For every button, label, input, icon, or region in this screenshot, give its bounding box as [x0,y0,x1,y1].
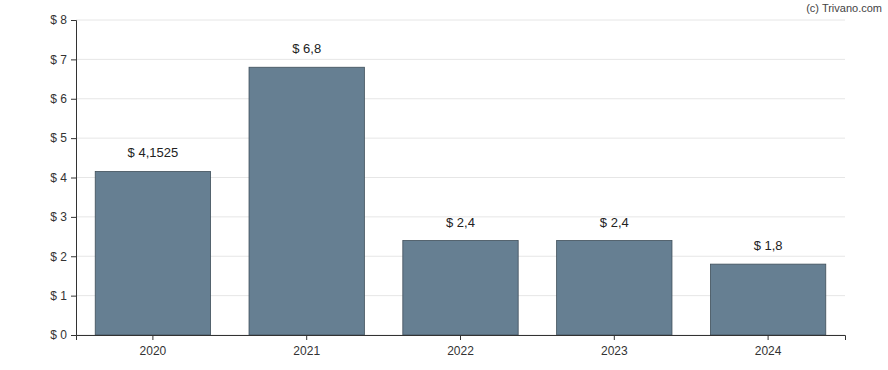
grid-line [76,59,845,60]
x-tick-label: 2021 [293,344,320,358]
y-tick: $ 0 [50,328,76,342]
x-tick-mark [460,335,461,340]
y-tick-label: $ 6 [50,92,67,106]
chart: $ 0$ 1$ 2$ 3$ 4$ 5$ 6$ 7$ 82020202120222… [0,0,888,370]
annotation: (c) Trivano.com [806,2,882,14]
y-tick-mark [71,138,76,139]
y-tick-mark [71,178,76,179]
x-tick-mark [614,335,615,340]
y-tick-mark [71,296,76,297]
bars [95,67,826,335]
y-tick-label: $ 7 [50,53,67,67]
y-tick-label: $ 2 [50,250,67,264]
x-tick: 2020 [140,335,167,358]
x-tick: 2022 [447,335,474,358]
y-tick-mark [71,256,76,257]
x-tick-label: 2024 [755,344,782,358]
y-tick-label: $ 5 [50,131,67,145]
data-labels: $ 4,1525 $ 6,8 $ 2,4 $ 2,4 $ 1,8 [128,41,783,253]
grid-line [76,98,845,99]
x-tick-mark [152,335,153,340]
y-tick-label: $ 0 [50,328,67,342]
x-tick: 2021 [293,335,320,358]
x-axis: 2020 2021 2022 2023 2024 [77,335,846,358]
x-tick-label: 2022 [447,344,474,358]
y-axis-line [71,21,77,336]
x-tick: 2023 [601,335,628,358]
bar [249,67,364,335]
x-tick-mark [768,335,769,340]
y-tick: $ 5 [50,131,76,145]
y-tick-mark [71,217,76,218]
data-label: $ 2,4 [446,215,475,230]
y-tick: $ 7 [50,53,76,67]
grid-line [76,138,845,139]
bar [403,241,518,336]
y-tick-mark [71,59,76,60]
x-tick-label: 2020 [140,344,167,358]
y-tick-label: $ 3 [50,210,67,224]
data-label: $ 4,1525 [128,145,179,160]
y-tick: $ 1 [50,289,76,303]
y-tick: $ 4 [50,171,76,185]
bar [710,264,825,335]
y-axis: $ 0 $ 1 $ 2 $ 3 $ 4 $ 5 $ 6 $ 7 $ 8 [50,13,76,342]
y-tick: $ 6 [50,92,76,106]
y-tick-mark [71,335,76,336]
x-axis-line [77,336,846,341]
x-tick: 2024 [755,335,782,358]
grid-line [76,20,845,21]
y-tick-label: $ 1 [50,289,67,303]
x-tick-mark [306,335,307,340]
y-tick: $ 3 [50,210,76,224]
y-tick-label: $ 4 [50,171,67,185]
y-tick-mark [71,20,76,21]
bar [557,241,672,336]
data-label: $ 6,8 [292,41,321,56]
y-tick-mark [71,99,76,100]
data-label: $ 2,4 [600,215,629,230]
grid [76,20,845,335]
bar [95,171,210,335]
y-tick-label: $ 8 [50,13,67,27]
y-tick: $ 2 [50,250,76,264]
plot: $ 0$ 1$ 2$ 3$ 4$ 5$ 6$ 7$ 82020202120222… [50,13,845,357]
x-tick-label: 2023 [601,344,628,358]
y-tick: $ 8 [50,13,76,27]
data-label: $ 1,8 [754,238,783,253]
